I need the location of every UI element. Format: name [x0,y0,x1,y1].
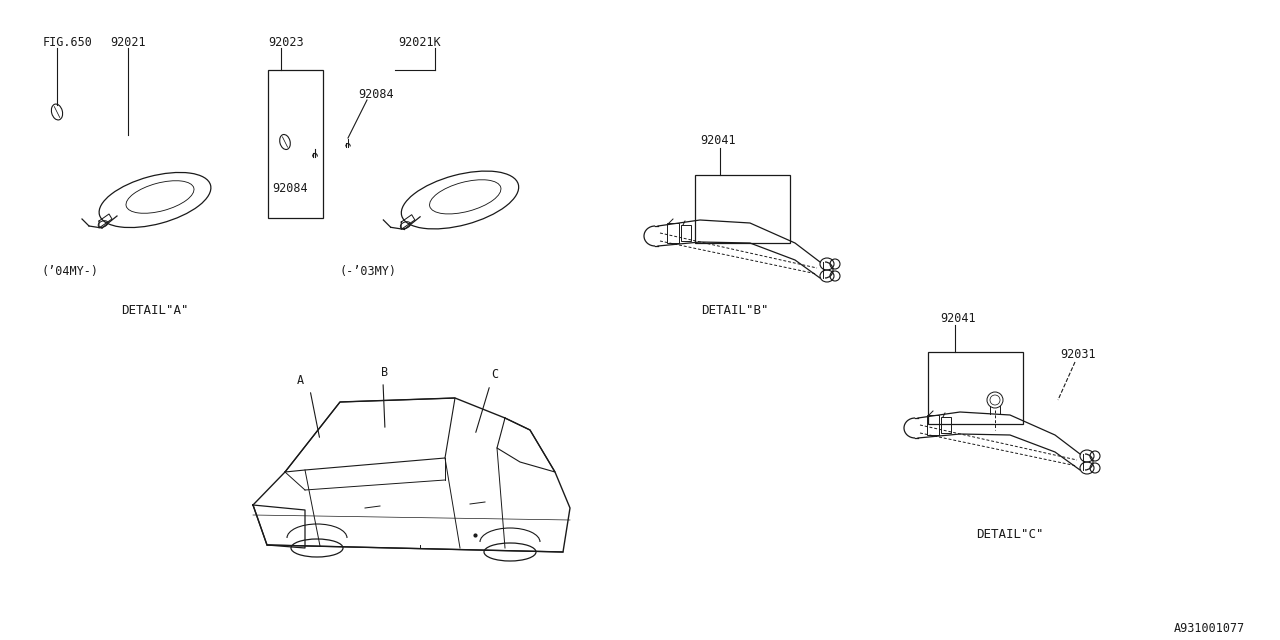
Text: B: B [381,365,389,378]
Text: 92031: 92031 [1060,349,1096,362]
Text: C: C [492,369,499,381]
Bar [927,415,940,435]
Text: 92021: 92021 [110,35,146,49]
Text: 92084: 92084 [273,182,307,195]
Text: DETAIL"B": DETAIL"B" [701,303,769,317]
Text: FIG.650: FIG.650 [44,35,93,49]
Text: DETAIL"A": DETAIL"A" [122,303,188,317]
Bar [941,417,951,433]
Text: 92041: 92041 [940,312,975,324]
Text: A: A [297,374,303,387]
Text: 92084: 92084 [358,88,394,102]
Text: (’04MY-): (’04MY-) [41,266,99,278]
Text: (-’03MY): (-’03MY) [339,266,397,278]
Bar [695,175,790,243]
Bar [667,223,678,243]
Text: A931001077: A931001077 [1174,621,1245,634]
Bar [681,225,691,241]
Text: 92041: 92041 [700,134,736,147]
Bar [928,352,1023,424]
Text: DETAIL"C": DETAIL"C" [977,529,1043,541]
Bar [268,70,323,218]
Text: 92021K: 92021K [398,35,440,49]
Text: 92023: 92023 [268,35,303,49]
